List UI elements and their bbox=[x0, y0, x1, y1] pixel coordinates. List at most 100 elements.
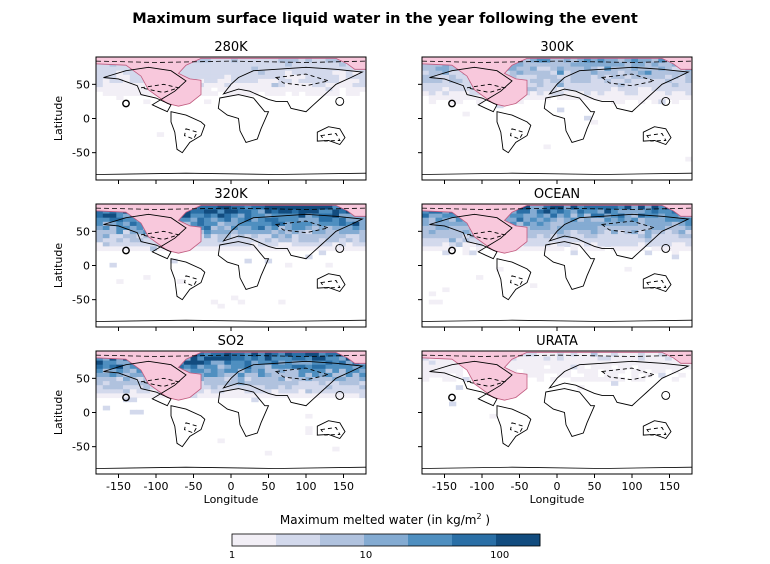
field-cell bbox=[298, 74, 306, 80]
field-cell bbox=[136, 230, 144, 235]
colorbar-tick-label: 1 bbox=[229, 550, 235, 560]
field-cell bbox=[271, 87, 279, 92]
field-cell bbox=[204, 221, 212, 227]
x-tick-label: 50 bbox=[588, 480, 602, 493]
field-cell bbox=[584, 58, 592, 64]
field-cell bbox=[671, 238, 680, 243]
field-cell bbox=[577, 377, 585, 382]
field-cell bbox=[422, 225, 430, 231]
field-cell bbox=[428, 95, 437, 100]
field-cell bbox=[231, 70, 239, 76]
field-cell bbox=[224, 364, 232, 370]
field-cell bbox=[597, 364, 605, 370]
field-cell bbox=[237, 352, 246, 358]
field-cell bbox=[204, 364, 212, 370]
field-cell bbox=[231, 62, 239, 68]
field-cell bbox=[550, 209, 558, 215]
field-cell bbox=[665, 217, 673, 223]
field-cell bbox=[685, 70, 692, 76]
field-cell bbox=[332, 356, 340, 362]
field-cell bbox=[557, 74, 565, 80]
field-cell bbox=[516, 209, 524, 215]
volcano-marker bbox=[661, 96, 671, 106]
field-cell bbox=[197, 246, 205, 252]
field-cell bbox=[597, 83, 605, 88]
field-cell bbox=[359, 381, 366, 386]
field-cell bbox=[332, 221, 340, 227]
field-cell bbox=[624, 66, 632, 72]
field-cell bbox=[224, 213, 232, 219]
field-cell bbox=[352, 389, 360, 394]
contour-line-dashed bbox=[422, 354, 692, 357]
field-cell bbox=[204, 360, 212, 366]
field-cell bbox=[678, 70, 686, 76]
field-cell bbox=[590, 234, 599, 239]
field-cell bbox=[345, 368, 354, 374]
field-cell bbox=[109, 389, 117, 394]
x-axis-label: Longitude bbox=[204, 493, 259, 506]
field-cell bbox=[231, 368, 239, 374]
field-cell bbox=[109, 213, 117, 219]
field-cell bbox=[116, 83, 124, 88]
field-cell bbox=[210, 221, 219, 227]
field-cell bbox=[523, 242, 531, 247]
field-cell bbox=[129, 393, 138, 399]
field-cell bbox=[339, 74, 347, 80]
field-cell bbox=[428, 91, 437, 96]
field-cell bbox=[204, 385, 212, 390]
field-cell bbox=[129, 78, 138, 84]
field-cell bbox=[116, 368, 124, 374]
field-cell bbox=[237, 242, 246, 247]
field-cell bbox=[318, 58, 327, 64]
field-cell bbox=[530, 213, 538, 219]
field-cell bbox=[244, 368, 252, 374]
field-cell bbox=[631, 209, 639, 215]
field-cell bbox=[678, 364, 686, 370]
field-cell bbox=[536, 91, 545, 96]
field-cell bbox=[210, 238, 219, 243]
field-cell bbox=[536, 352, 545, 358]
field-cell bbox=[271, 352, 279, 358]
field-cell bbox=[685, 364, 692, 370]
field-cell bbox=[217, 225, 225, 231]
field-cell bbox=[422, 217, 430, 223]
field-cell bbox=[604, 217, 612, 223]
contour-line-dashed bbox=[320, 133, 341, 142]
field-cell bbox=[244, 225, 252, 231]
field-cell bbox=[352, 74, 360, 80]
field-cell bbox=[671, 234, 680, 239]
field-cell bbox=[217, 438, 225, 444]
y-tick-label: 50 bbox=[76, 372, 90, 385]
field-cell bbox=[665, 246, 673, 252]
field-cell bbox=[237, 356, 246, 362]
field-cell bbox=[298, 58, 306, 64]
field-cell bbox=[312, 217, 320, 223]
field-cell bbox=[116, 377, 124, 382]
field-cell bbox=[658, 356, 666, 362]
field-cell bbox=[570, 209, 578, 215]
field-cell bbox=[291, 225, 300, 231]
field-cell bbox=[204, 234, 212, 239]
field-cell bbox=[339, 70, 347, 76]
field-cell bbox=[638, 95, 646, 100]
field-cell bbox=[210, 205, 219, 211]
field-cell bbox=[685, 74, 692, 80]
field-cell bbox=[291, 368, 300, 374]
field-cell bbox=[224, 62, 232, 68]
field-cell bbox=[651, 217, 659, 223]
field-cell bbox=[651, 221, 659, 227]
field-cell bbox=[217, 368, 225, 374]
field-cell bbox=[109, 83, 117, 88]
field-cell bbox=[523, 217, 531, 223]
field-cell bbox=[244, 62, 252, 68]
field-cell bbox=[516, 356, 524, 362]
field-cell bbox=[298, 213, 306, 219]
field-cell bbox=[264, 234, 273, 239]
field-cell bbox=[638, 364, 646, 370]
field-cell bbox=[658, 62, 666, 68]
field-cell bbox=[298, 368, 306, 374]
x-tick-label: 150 bbox=[333, 480, 354, 493]
field-cell bbox=[345, 385, 354, 390]
field-cell bbox=[264, 238, 273, 243]
